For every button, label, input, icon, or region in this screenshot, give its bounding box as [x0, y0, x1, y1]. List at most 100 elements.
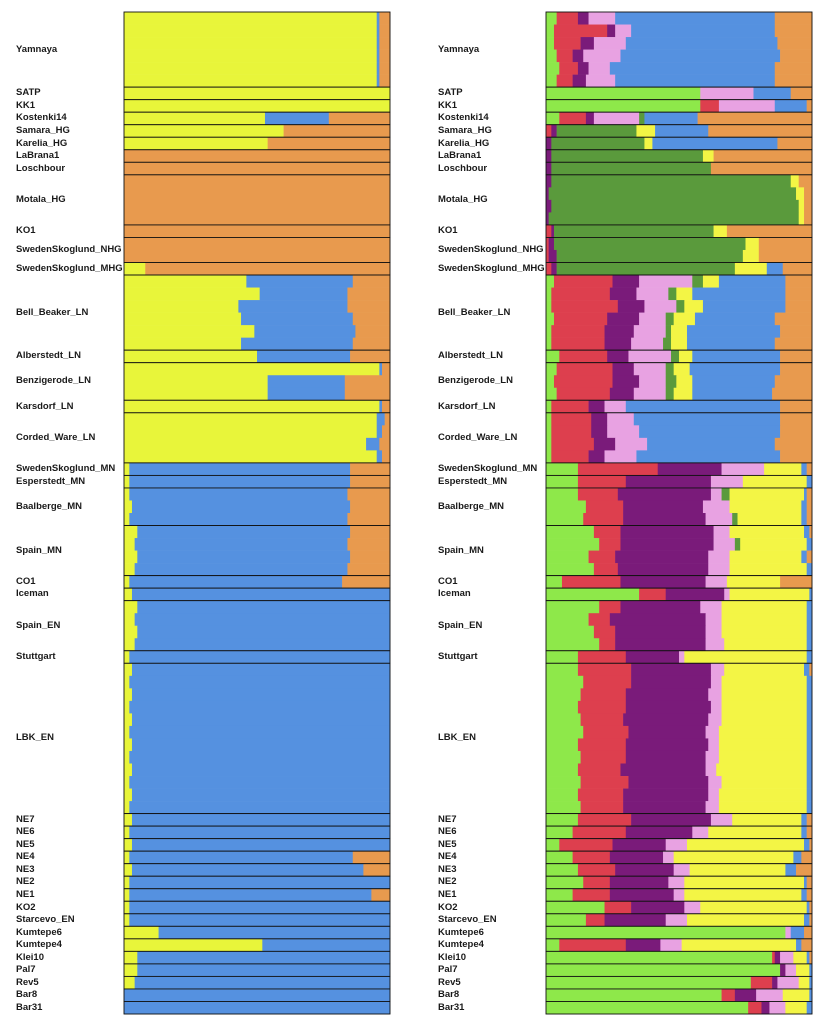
bar-segment-yamnaya-2-farmer_blue	[376, 24, 380, 38]
bar-segment-lbk-en-9-blue	[806, 763, 813, 777]
bar-segment-kostenki14-1-orange	[697, 112, 813, 126]
bar-segment-benzigerode-ln-3-blue	[692, 387, 773, 401]
bar-segment-bell-beaker-ln-6-hg_orange	[352, 337, 391, 351]
bar-segment-swedenskoglund-nhg-2-hg_orange	[124, 249, 391, 263]
bar-segment-yamnaya-5-farmer_blue	[376, 62, 380, 75]
bar-segment-baalberge-mn-2-purple	[623, 500, 704, 514]
bar-segment-bar31-1-purple	[761, 1001, 770, 1015]
bar-segment-klei10-1-orange	[809, 951, 813, 965]
bar-segment-benzigerode-ln-2-purple	[612, 375, 640, 389]
bar-segment-yamnaya-6-blue	[615, 74, 776, 88]
bar-segment-bell-beaker-ln-6-pink	[631, 337, 664, 351]
bar-segment-swedenskoglund-nhg-2-orange	[758, 249, 813, 263]
bar-segment-benzigerode-ln-1-purple	[612, 362, 635, 376]
bar-segment-spain-mn-1-steppe	[124, 525, 138, 539]
bar-segment-baalberge-mn-2-blue	[801, 500, 807, 514]
bar-segment-lbk-en-12-red	[580, 801, 624, 814]
bar-segment-karsdorf-ln-1-purple	[588, 400, 605, 414]
bar-segment-spain-mn-1-yellow	[729, 525, 805, 539]
population-label-spain-en: Spain_EN	[438, 619, 483, 631]
bar-segment-bell-beaker-ln-4-blue	[694, 312, 776, 326]
bar-segment-swedenskoglund-nhg-1-red	[546, 237, 549, 251]
bar-segment-loschbour-1-hg_orange	[124, 162, 391, 176]
bar-segment-corded-ware-ln-1-pink	[607, 412, 635, 426]
population-label-labrana1: LaBrana1	[16, 150, 60, 162]
bar-segment-karelia-hg-1-steppe	[124, 137, 268, 151]
bar-segment-swedenskoglund-mn-1-hg_orange	[350, 462, 391, 476]
bar-segment-lbk-en-5-red	[580, 713, 624, 727]
bar-segment-bell-beaker-ln-3-pink	[644, 300, 677, 313]
bar-segment-kostenki14-1-purple	[585, 112, 595, 126]
bar-segment-spain-mn-1-pink	[713, 525, 730, 539]
bar-segment-satp-1-pink	[700, 87, 754, 100]
population-label-ne5: NE5	[438, 838, 457, 850]
bar-segment-lbk-en-2-light_green	[546, 675, 584, 689]
bar-segment-lbk-en-8-red	[580, 750, 627, 764]
population-label-bar8: Bar8	[16, 989, 38, 1001]
bar-segment-spain-mn-4-steppe	[124, 563, 135, 576]
bar-segment-stuttgart-1-red	[577, 650, 627, 664]
population-label-stuttgart: Stuttgart	[16, 651, 56, 663]
population-label-satp: SATP	[16, 87, 41, 99]
bar-segment-yamnaya-5-light_green	[546, 62, 560, 75]
bar-segment-ne3-1-farmer_blue	[131, 863, 364, 877]
bar-segment-corded-ware-ln-4-orange	[780, 450, 813, 464]
population-label-pal7: Pal7	[438, 964, 458, 976]
bar-segment-stuttgart-1-yellow	[684, 650, 807, 664]
bar-segment-baalberge-mn-1-pink	[710, 487, 722, 501]
bar-segment-spain-mn-3-pink	[708, 550, 730, 564]
bar-segment-stuttgart-1-farmer_blue	[129, 650, 391, 664]
bar-segment-bell-beaker-ln-1-hg_orange	[352, 275, 391, 288]
bar-segment-lbk-en-1-yellow	[724, 663, 805, 677]
bar-segment-bell-beaker-ln-3-steppe	[124, 300, 239, 313]
bar-segment-lbk-en-8-blue	[806, 750, 813, 764]
bar-segment-yamnaya-6-pink	[585, 74, 616, 88]
bar-segment-lbk-en-1-red	[577, 663, 632, 677]
bar-segment-swedenskoglund-mhg-1-purple	[551, 262, 557, 276]
bar-segment-corded-ware-ln-1-blue	[633, 412, 781, 426]
population-label-satp: SATP	[438, 87, 463, 99]
bar-segment-spain-mn-4-blue	[806, 563, 813, 576]
bar-segment-lbk-en-9-light_green	[546, 763, 579, 777]
bar-segment-baalberge-mn-1-orange	[806, 487, 813, 501]
bar-segment-corded-ware-ln-3-steppe	[124, 437, 367, 451]
bar-segment-alberstedt-ln-1-orange	[780, 350, 813, 364]
bar-segment-starcevo-en-1-yellow	[686, 913, 805, 927]
bar-segment-bell-beaker-ln-6-red	[551, 337, 605, 351]
bar-segment-motala-hg-3-hg_orange	[124, 199, 391, 213]
bar-segment-baalberge-mn-1-yellow	[729, 487, 805, 501]
bar-segment-kk1-1-light_green	[546, 99, 701, 113]
bar-segment-benzigerode-ln-1-farmer_blue	[379, 362, 383, 376]
bar-segment-yamnaya-2-orange	[774, 24, 813, 38]
bar-segment-motala-hg-4-hg_orange	[124, 212, 391, 226]
bar-segment-spain-en-1-yellow	[721, 600, 807, 614]
bar-segment-alberstedt-ln-1-dark_green	[671, 350, 680, 364]
bar-segment-karsdorf-ln-1-orange	[780, 400, 813, 414]
bar-segment-ne1-1-steppe	[124, 888, 130, 902]
bar-segment-spain-en-1-pink	[700, 600, 722, 614]
bar-segment-spain-en-4-light_green	[546, 638, 600, 652]
bar-segment-lbk-en-6-yellow	[718, 725, 807, 739]
bar-segment-yamnaya-4-hg_orange	[379, 49, 391, 63]
bar-segment-corded-ware-ln-2-red	[551, 425, 592, 439]
population-label-kumtepe6: Kumtepe6	[16, 926, 62, 938]
bar-segment-yamnaya-6-hg_orange	[379, 74, 391, 88]
bar-segment-ne6-1-light_green	[546, 826, 573, 839]
bar-segment-lbk-en-12-blue	[806, 801, 813, 814]
bar-segment-spain-en-4-steppe	[124, 638, 135, 652]
population-label-klei10: Klei10	[438, 951, 466, 963]
bar-segment-yamnaya-1-orange	[774, 12, 813, 25]
bar-segment-spain-mn-4-light_green	[546, 563, 595, 576]
bar-segment-satp-1-orange	[790, 87, 813, 100]
bar-segment-benzigerode-ln-3-dark_green	[665, 387, 674, 401]
bar-segment-kumtepe6-1-farmer_blue	[158, 926, 391, 940]
bar-segment-corded-ware-ln-1-purple	[591, 412, 608, 426]
bar-segment-starcevo-en-1-farmer_blue	[129, 913, 391, 927]
bar-segment-spain-en-2-pink	[705, 613, 722, 627]
bar-segment-spain-mn-4-pink	[708, 563, 730, 576]
bar-segment-bell-beaker-ln-4-orange	[774, 312, 813, 326]
bar-segment-yamnaya-5-steppe	[124, 62, 377, 75]
bar-segment-bell-beaker-ln-3-hg_orange	[347, 300, 391, 313]
population-label-swedenskoglund-mhg: SwedenSkoglund_MHG	[438, 262, 545, 274]
bar-segment-lbk-en-9-pink	[705, 763, 717, 777]
